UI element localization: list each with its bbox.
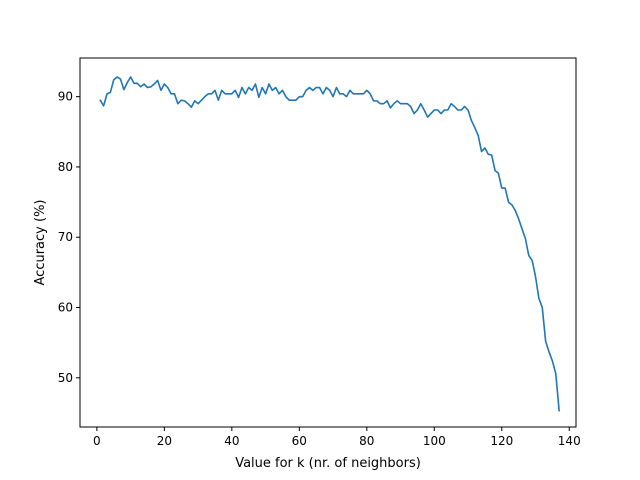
plot-frame: [79, 57, 577, 428]
x-tick-label: 60: [292, 434, 307, 448]
x-tick-label: 0: [93, 434, 101, 448]
x-tick-label: 80: [359, 434, 374, 448]
x-axis-label: Value for k (nr. of neighbors): [235, 456, 421, 471]
y-tick-label: 90: [58, 90, 73, 104]
x-tick-label: 40: [224, 434, 239, 448]
x-tick-label: 120: [490, 434, 513, 448]
y-tick-label: 50: [58, 371, 73, 385]
x-tick-label: 100: [423, 434, 446, 448]
y-axis-ticks: 50 60 70 80 90: [58, 90, 80, 385]
x-tick-label: 140: [558, 434, 581, 448]
y-tick-label: 80: [58, 160, 73, 174]
x-axis-ticks: 0 20 40 60 80 100 120 140: [93, 427, 581, 448]
x-tick-label: 20: [157, 434, 172, 448]
y-tick-label: 60: [58, 301, 73, 315]
y-tick-label: 70: [58, 230, 73, 244]
y-axis-label: Accuracy (%): [33, 200, 48, 286]
series-line: [99, 76, 560, 412]
